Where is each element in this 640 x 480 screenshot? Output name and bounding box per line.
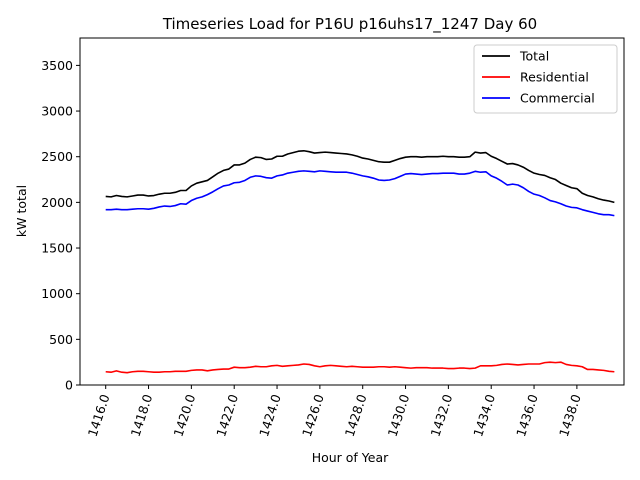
y-tick-label: 2500: [41, 149, 73, 164]
y-tick-label: 1500: [41, 241, 73, 256]
legend: Total Residential Commercial: [473, 44, 618, 114]
series-line-residential: [105, 361, 615, 374]
legend-label-total: Total: [519, 49, 549, 64]
y-axis-ticks: 0 500 1000 1500 2000 2500 3000 3500: [41, 58, 80, 393]
y-tick-label: 2000: [41, 195, 73, 210]
legend-label-residential: Residential: [520, 70, 589, 85]
legend-box: [473, 44, 618, 114]
chart-title: Timeseries Load for P16U p16uhs17_1247 D…: [162, 15, 537, 34]
y-axis-label: kW total: [14, 185, 29, 237]
y-tick-label: 1000: [41, 286, 73, 301]
x-axis-label: Hour of Year: [312, 450, 389, 465]
y-tick-label: 3000: [41, 104, 73, 119]
y-tick-label: 500: [49, 332, 73, 347]
axes-frame: [79, 37, 625, 386]
y-tick-label: 3500: [41, 58, 73, 73]
series-line-commercial: [105, 170, 615, 217]
series-line-total: [105, 149, 615, 204]
plot-area: [79, 37, 625, 386]
legend-entries: Total Residential Commercial: [482, 49, 595, 106]
legend-label-commercial: Commercial: [520, 91, 595, 106]
series-layer: [105, 149, 615, 374]
y-tick-label: 0: [65, 378, 73, 393]
